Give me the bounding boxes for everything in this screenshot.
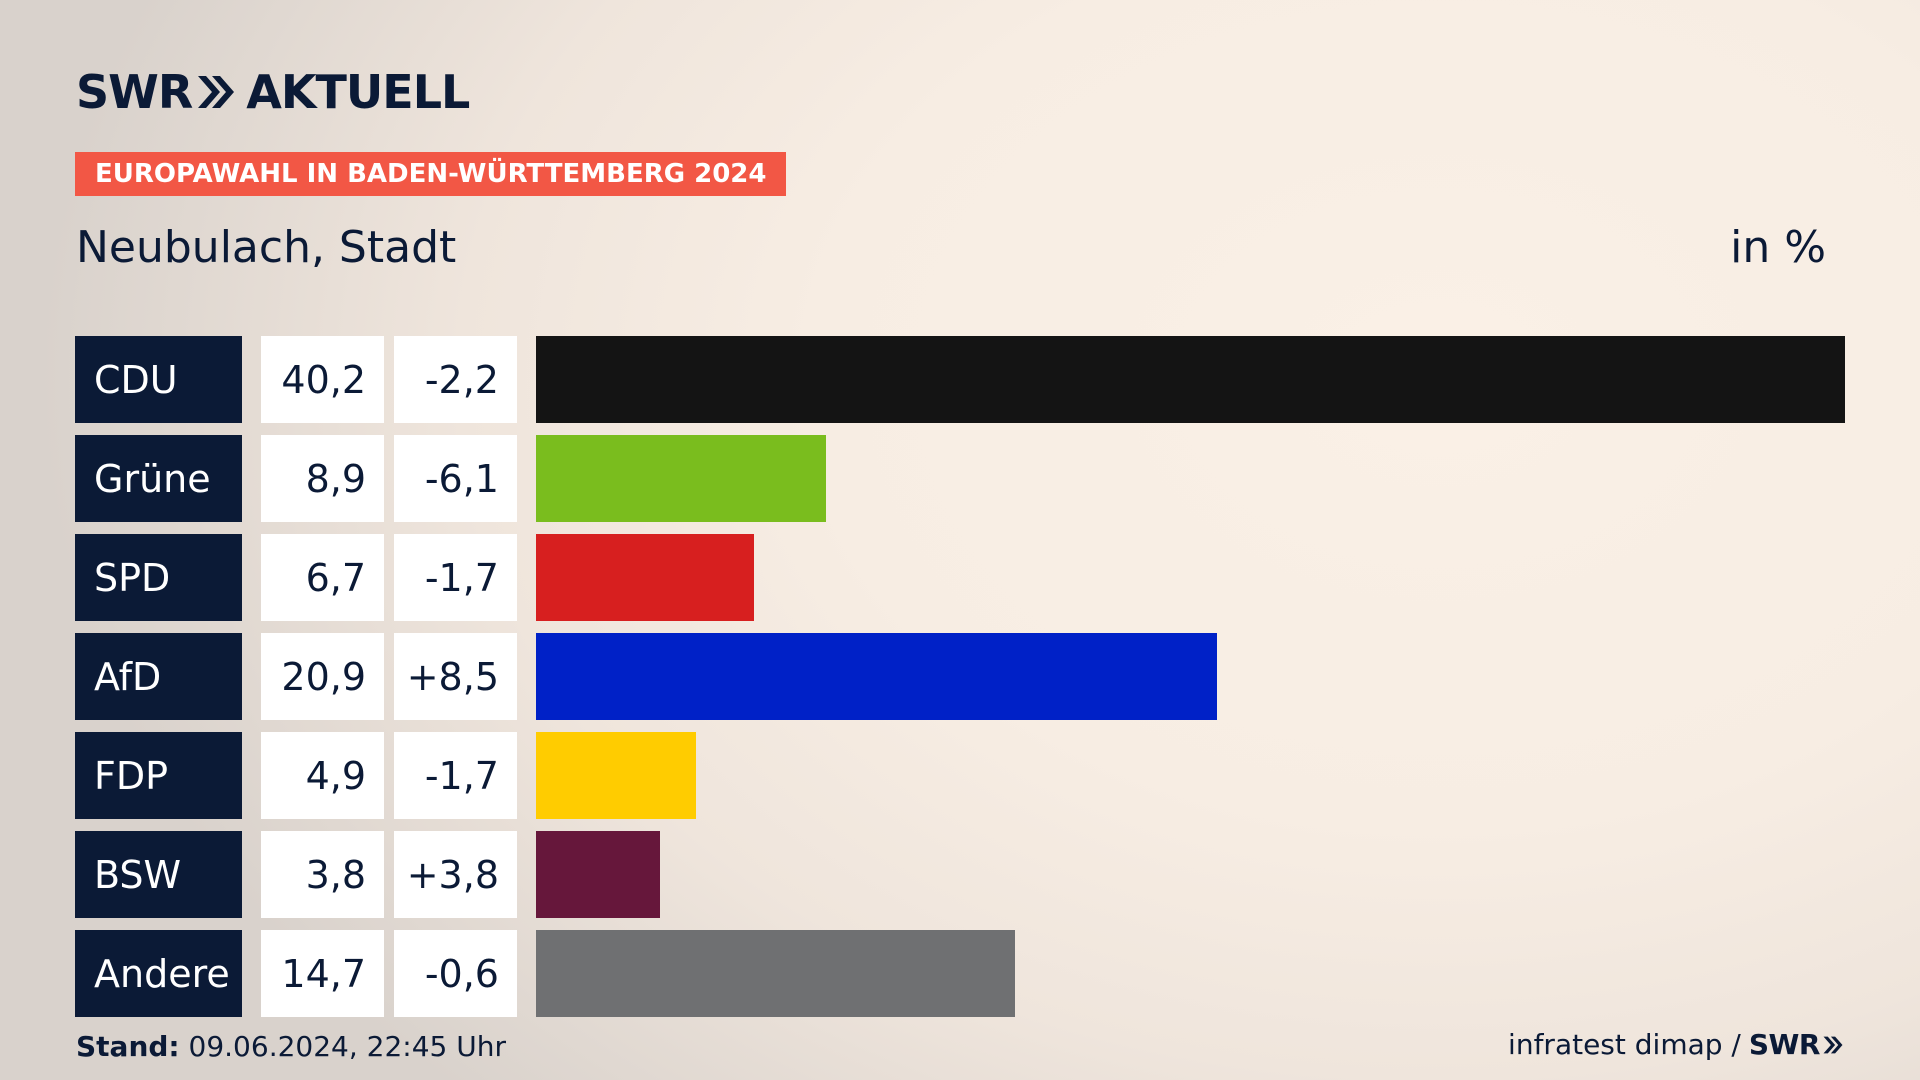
change-label: +3,8 [394, 831, 517, 918]
party-label: BSW [75, 831, 242, 918]
vote-share-label: 4,9 [261, 732, 384, 819]
party-label: CDU [75, 336, 242, 423]
result-bar [536, 732, 696, 819]
vote-share-label: 6,7 [261, 534, 384, 621]
change-label: -1,7 [394, 732, 517, 819]
result-row: FDP 4,9 -1,7 [75, 732, 1845, 819]
result-row: Grüne 8,9 -6,1 [75, 435, 1845, 522]
source-credit: infratest dimap / SWR [1508, 1028, 1844, 1061]
change-label: -6,1 [394, 435, 517, 522]
footer-brand: SWR [1748, 1028, 1821, 1061]
double-chevron-icon [198, 76, 235, 108]
stand-value: 09.06.2024, 22:45 Uhr [188, 1030, 506, 1063]
party-label: FDP [75, 732, 242, 819]
party-label: SPD [75, 534, 242, 621]
result-bar [536, 534, 754, 621]
timestamp: Stand: 09.06.2024, 22:45 Uhr [76, 1030, 506, 1063]
party-label: Andere [75, 930, 242, 1017]
vote-share-label: 40,2 [261, 336, 384, 423]
party-label: Grüne [75, 435, 242, 522]
logo-aktuell-text: AKTUELL [246, 65, 470, 119]
vote-share-label: 14,7 [261, 930, 384, 1017]
vote-share-label: 8,9 [261, 435, 384, 522]
result-bar [536, 435, 826, 522]
page-title: Neubulach, Stadt [76, 222, 457, 273]
result-row: SPD 6,7 -1,7 [75, 534, 1845, 621]
change-label: -1,7 [394, 534, 517, 621]
change-label: -0,6 [394, 930, 517, 1017]
change-label: +8,5 [394, 633, 517, 720]
logo-swr-text: SWR [76, 65, 193, 119]
party-label: AfD [75, 633, 242, 720]
vote-share-label: 20,9 [261, 633, 384, 720]
source-text: infratest dimap / [1508, 1028, 1741, 1061]
unit-label: in % [1730, 222, 1826, 273]
footer-chevron-icon [1823, 1036, 1843, 1053]
result-bar [536, 336, 1845, 423]
result-bar [536, 930, 1015, 1017]
result-row: AfD 20,9 +8,5 [75, 633, 1845, 720]
swr-aktuell-logo: SWR AKTUELL [76, 65, 470, 119]
election-tag: EUROPAWAHL IN BADEN-WÜRTTEMBERG 2024 [75, 152, 787, 196]
stand-label: Stand: [76, 1030, 180, 1063]
change-label: -2,2 [394, 336, 517, 423]
result-row: BSW 3,8 +3,8 [75, 831, 1845, 918]
result-row: CDU 40,2 -2,2 [75, 336, 1845, 423]
result-row: Andere 14,7 -0,6 [75, 930, 1845, 1017]
result-bar [536, 633, 1217, 720]
result-bar [536, 831, 660, 918]
vote-share-label: 3,8 [261, 831, 384, 918]
